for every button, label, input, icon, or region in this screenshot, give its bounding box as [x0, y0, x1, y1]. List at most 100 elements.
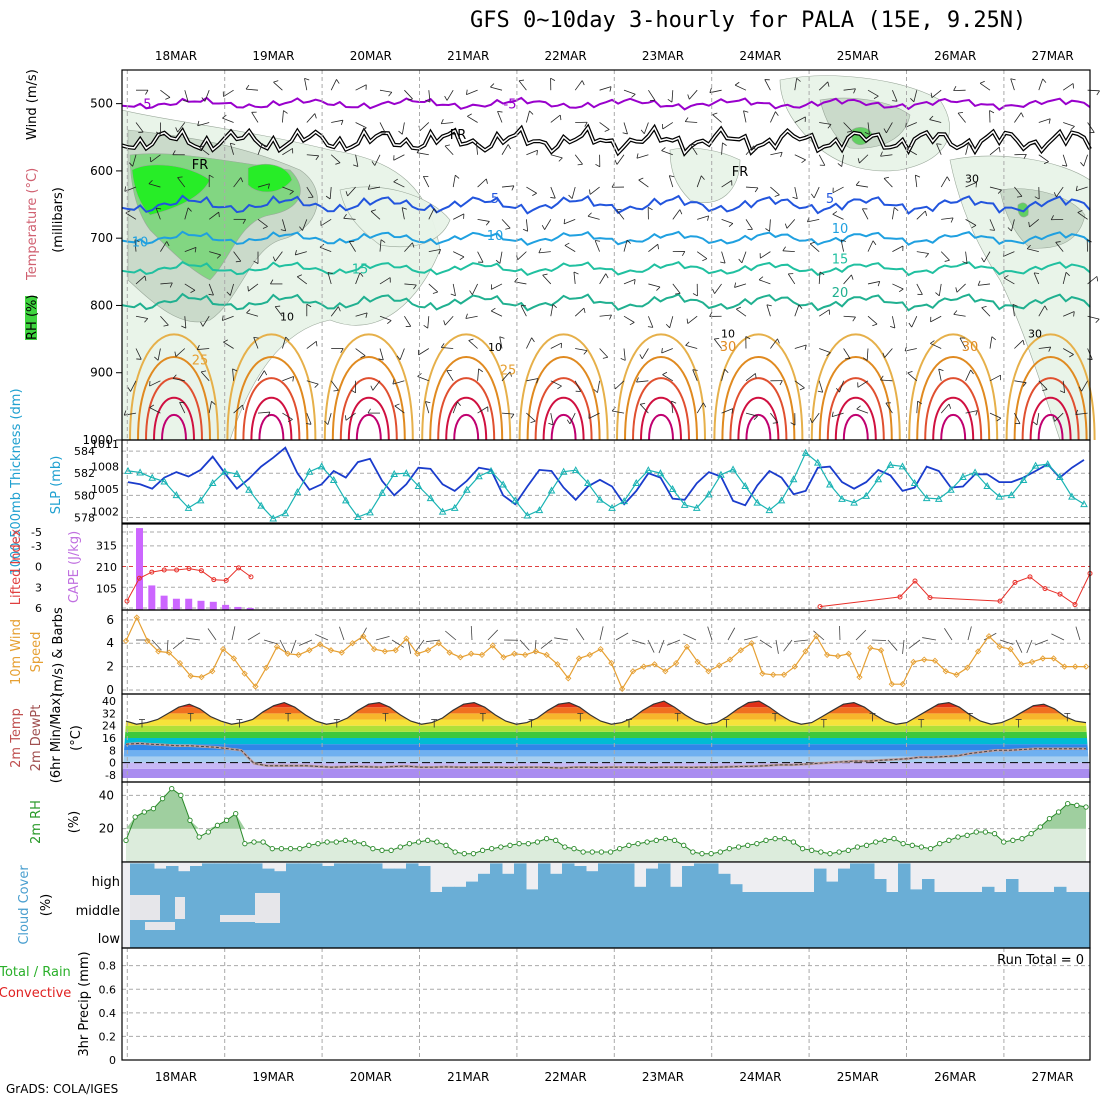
slp-point — [995, 492, 1004, 500]
cloud-axis: high middle low — [76, 875, 121, 947]
rh2m-point — [781, 836, 787, 842]
wind-barb — [520, 305, 527, 317]
wind-barb-feather — [495, 259, 501, 264]
wind10-point — [888, 681, 895, 688]
rh2m-point — [370, 846, 376, 852]
wind-barb-feather — [609, 314, 612, 320]
wind-barb — [257, 183, 270, 188]
rh2m-point — [973, 829, 979, 835]
cross-section-legend: RH (%) Temperature (°C) Wind (m/s) — [25, 69, 40, 340]
temperature-arch — [632, 377, 690, 441]
slp-point — [1080, 500, 1088, 508]
rh2m-point — [470, 851, 477, 857]
cloud-high-bar — [910, 889, 923, 892]
wind-barb — [499, 336, 503, 349]
cloud-high-bar — [166, 866, 179, 892]
rh2m-point — [827, 851, 833, 857]
wind-barb — [477, 251, 484, 263]
rh2m-point — [1037, 824, 1043, 830]
wind-barb — [550, 413, 554, 425]
pressure-tick-label: 1000 — [82, 433, 113, 447]
wind10-barb — [426, 639, 441, 643]
wind-barb — [232, 368, 234, 381]
cloud-high-bar — [826, 881, 839, 892]
rh2m-point — [233, 811, 239, 817]
cloud-high-bar — [862, 863, 875, 892]
wind-barb-feather — [1044, 305, 1048, 311]
cloud-high-bar — [406, 863, 419, 892]
wind-barb — [1087, 122, 1095, 133]
precip-conv-label: Convective — [0, 986, 71, 1001]
contour-label: 5 — [826, 192, 834, 207]
wind10-point — [532, 648, 540, 655]
temperature-arch — [526, 355, 601, 441]
wind-barb-feather — [784, 223, 788, 229]
rh2m-fill — [126, 788, 1086, 862]
wind-barb-feather — [155, 131, 161, 135]
temp-band — [122, 750, 1090, 757]
cloud-high-bar — [682, 866, 695, 892]
wind-barb — [1038, 78, 1044, 91]
wind-barb-feather — [156, 207, 162, 210]
wind-barb — [931, 89, 942, 99]
wind-barb-feather — [343, 213, 347, 219]
wind-barb-feather — [935, 292, 940, 297]
wind-barb — [404, 242, 413, 252]
cloud-high-bar — [514, 863, 527, 892]
wind-barb — [574, 307, 585, 317]
wind-barb-feather — [267, 183, 270, 189]
wind-barb-feather — [631, 93, 636, 98]
wind-barb — [648, 283, 661, 288]
wind-barb — [134, 239, 137, 252]
wind-barb-feather — [510, 413, 515, 419]
rh2m-point — [964, 832, 970, 838]
wind-barb — [938, 368, 942, 381]
wind-barb — [148, 183, 161, 188]
rh2m-point — [882, 837, 888, 843]
wind-barb-feather — [662, 371, 668, 375]
wind-barb — [172, 378, 185, 382]
wind-barb-feather — [946, 176, 951, 182]
wind-barb — [843, 348, 851, 359]
wind-barb — [692, 369, 698, 381]
rh2m-point — [681, 842, 687, 848]
slp-point — [1007, 491, 1016, 499]
wind-barb-feather — [738, 258, 743, 264]
rh2m-point — [324, 839, 330, 845]
slp-point — [281, 509, 290, 517]
wind-barb-feather — [712, 112, 718, 115]
wind-barb-feather — [172, 150, 176, 155]
rh2m-point — [132, 814, 138, 820]
wind-barb-feather — [755, 373, 757, 379]
rh2m-point — [150, 806, 157, 812]
wind-barb — [150, 154, 161, 163]
cloud-gap — [130, 895, 160, 920]
wind-barb — [177, 177, 186, 188]
wind-barb — [671, 90, 674, 103]
wind-barb — [330, 154, 341, 164]
slp-tick: 1011 — [91, 438, 119, 451]
wind-barb-feather — [953, 86, 957, 91]
wind10-barb — [743, 636, 758, 641]
wind-barb — [623, 122, 628, 135]
wind-barb-feather — [1075, 185, 1078, 191]
wind-barb-feather — [892, 100, 898, 102]
top-date-axis: 18MAR 19MAR 20MAR 21MAR 22MAR 23MAR 24MAR 25MAR… — [155, 49, 1074, 63]
wind-barb-feather — [573, 271, 579, 275]
wind10-point — [295, 651, 302, 659]
wind-barb-feather — [388, 92, 393, 97]
wind-barb-feather — [253, 336, 259, 339]
wind10-point — [521, 651, 529, 659]
wind-barb-feather — [758, 276, 764, 281]
top-date-tick: 22MAR — [545, 49, 587, 63]
wind-barb — [1003, 277, 1015, 285]
top-date-tick: 18MAR — [155, 49, 197, 63]
wind-barb — [957, 112, 966, 123]
wind-barb-feather — [177, 176, 183, 178]
cape-axis: -5-3 0 3 6 315 210 105 — [31, 526, 117, 615]
wind-barb-feather — [216, 254, 222, 259]
wind-barb — [687, 315, 698, 324]
wind-barb — [526, 186, 537, 194]
wind-barb-feather — [345, 191, 348, 197]
li-point — [248, 574, 254, 580]
